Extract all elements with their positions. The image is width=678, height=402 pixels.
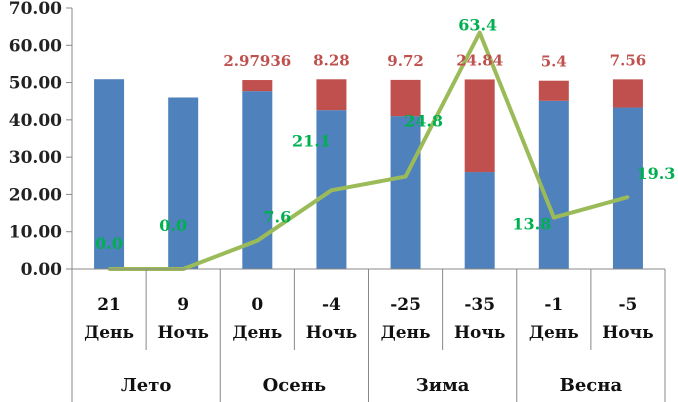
line-point: [329, 188, 333, 192]
x-temp-label: 0: [251, 295, 263, 315]
line-value-label: 63.4: [458, 16, 497, 35]
x-season-label: Весна: [560, 375, 623, 396]
y-tick-label: 30.00: [9, 148, 62, 168]
x-period-label: День: [84, 323, 134, 343]
line-value-label: 19.3: [636, 164, 675, 183]
bar-red: [242, 80, 273, 92]
y-tick-label: 70.00: [9, 0, 62, 19]
y-tick-label: 60.00: [9, 36, 62, 56]
line-point: [626, 195, 630, 199]
red-value-label: 7.56: [610, 51, 647, 69]
line-value-label: 13.8: [512, 215, 551, 234]
x-temp-label: 9: [177, 295, 189, 315]
x-season-label: Осень: [263, 375, 326, 396]
bar-blue: [612, 107, 643, 269]
y-tick-label: 40.00: [9, 111, 62, 131]
axes: 0.00 10.00 20.00 30.00 40.00 50.00 60.00 70.00: [9, 0, 73, 280]
data-labels: 2.97936 8.28 9.72 24.84 5.4 7.56 0.0 0.0 7.6 21.1…: [95, 16, 675, 253]
line-point: [404, 175, 408, 179]
x-temp-label: -1: [544, 295, 563, 315]
bar-blue: [390, 116, 421, 269]
x-temp-label: -35: [464, 295, 495, 315]
line-value-label: 7.6: [263, 208, 291, 227]
red-value-label: 24.84: [456, 51, 503, 69]
red-value-label: 2.97936: [223, 52, 291, 70]
bar-red: [316, 79, 347, 111]
red-value-label: 5.4: [541, 53, 567, 71]
line-point: [255, 239, 259, 243]
x-period-label: Ночь: [454, 323, 505, 343]
x-temp-label: -4: [322, 295, 341, 315]
x-period-label: Ночь: [602, 323, 653, 343]
line-value-label: 24.8: [404, 112, 443, 131]
bars: [94, 79, 643, 269]
line-point: [478, 31, 482, 35]
x-temp-label: -25: [390, 295, 421, 315]
bar-blue: [538, 100, 569, 269]
y-tick-label: 0.00: [21, 260, 63, 280]
x-temp-label: 21: [97, 295, 121, 315]
x-temp-label: -5: [618, 295, 637, 315]
x-period-label: День: [381, 323, 431, 343]
y-tick-label: 20.00: [9, 185, 62, 205]
line-point: [552, 216, 556, 220]
line-value-label: 21.1: [292, 131, 331, 150]
x-season-label: Лето: [121, 375, 172, 396]
line-path: [109, 30, 629, 271]
bar-red: [464, 79, 495, 173]
bar-blue: [94, 79, 125, 269]
y-tick-label: 50.00: [9, 74, 62, 94]
bar-blue: [464, 172, 495, 269]
x-period-label: Ночь: [306, 323, 357, 343]
x-period-label: Ночь: [157, 323, 208, 343]
x-season-label: Зима: [416, 375, 470, 396]
red-value-label: 9.72: [387, 52, 424, 70]
line-value-label: 0.0: [95, 234, 123, 253]
red-value-label: 8.28: [313, 51, 350, 69]
bar-red: [538, 80, 569, 101]
bar-blue: [168, 97, 199, 269]
line-series: [107, 30, 630, 271]
x-axis: 21 День 9 Ночь 0 День -4 Ночь -25 День -35 Ночь -1 Де…: [71, 268, 666, 402]
x-period-label: День: [529, 323, 579, 343]
x-period-label: День: [232, 323, 282, 343]
bar-red: [390, 79, 421, 117]
y-tick-label: 10.00: [9, 223, 62, 243]
bar-red: [612, 79, 643, 108]
line-value-label: 0.0: [159, 216, 187, 235]
